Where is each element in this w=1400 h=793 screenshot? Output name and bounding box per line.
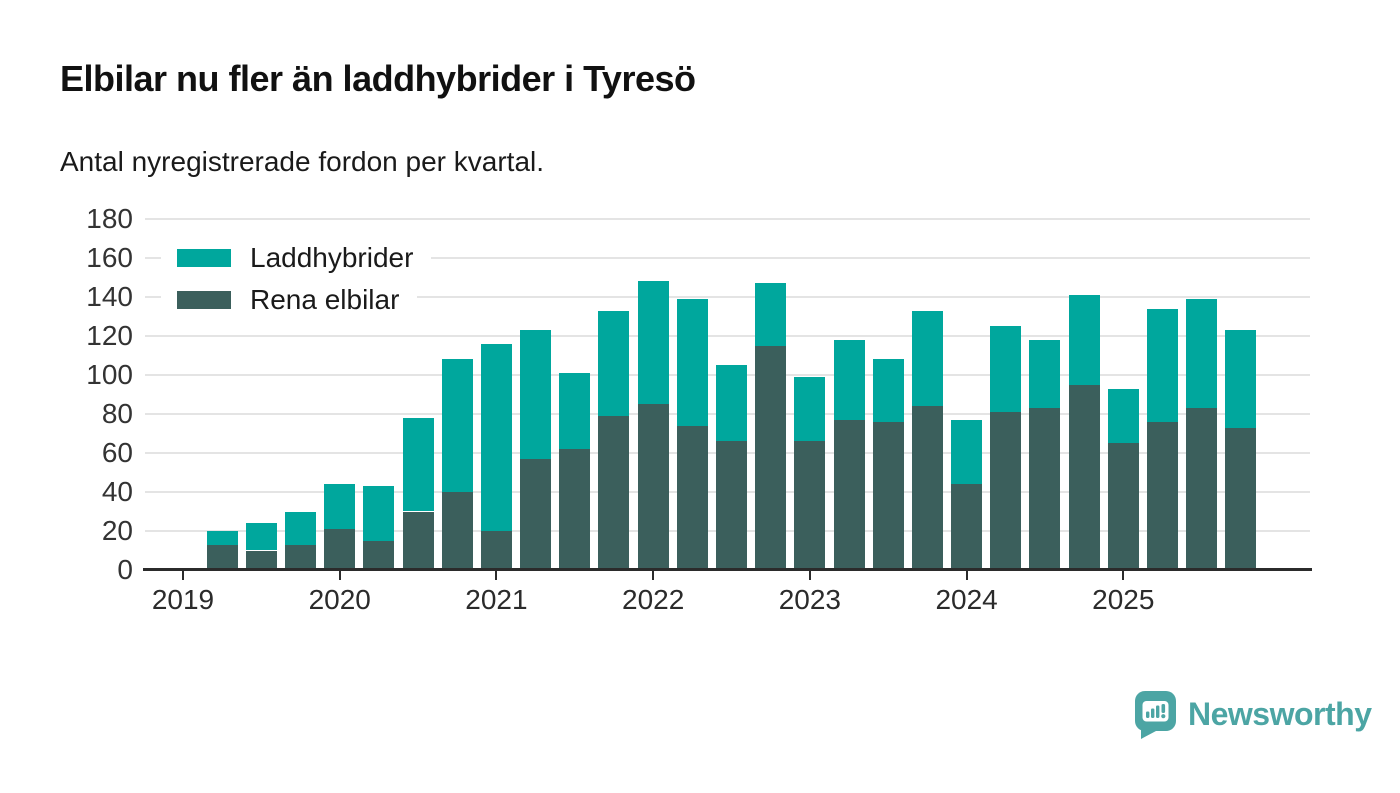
- x-axis-tick-2024: [965, 571, 968, 580]
- newsworthy-icon: [1135, 691, 1176, 739]
- bar-segment-rena-elbilar-2020-Q3: [402, 511, 434, 570]
- bar-segment-laddhybrider-2025-Q1: [1107, 388, 1139, 444]
- bar-segment-laddhybrider-2019-Q4: [285, 511, 317, 545]
- gridline-120: [145, 335, 1310, 337]
- bar-segment-rena-elbilar-2022-Q2: [676, 425, 708, 570]
- bar-segment-rena-elbilar-2024-Q4: [1068, 384, 1100, 570]
- y-axis-label: 160: [86, 242, 133, 273]
- x-axis-tick-2019: [182, 571, 184, 580]
- x-axis-line: [143, 568, 1312, 571]
- bar-segment-rena-elbilar-2023-Q2: [833, 419, 865, 570]
- bar-segment-rena-elbilar-2021-Q2: [520, 458, 552, 570]
- bar-segment-rena-elbilar-2023-Q1: [794, 441, 826, 570]
- chart-title: Elbilar nu fler än laddhybrider i Tyresö: [60, 58, 696, 99]
- y-axis-label: 100: [86, 359, 133, 390]
- bar-segment-laddhybrider-2023-Q4: [911, 310, 943, 407]
- bar-segment-laddhybrider-2024-Q1: [951, 419, 983, 485]
- bar-segment-laddhybrider-2022-Q4: [755, 283, 787, 346]
- bar-segment-rena-elbilar-2025-Q1: [1107, 443, 1139, 570]
- x-axis-tick-2023: [808, 571, 811, 580]
- plot-area: 2019 2020 2021 2022 2023 2024 2025 0 20 40 60 80 10…: [86, 205, 1312, 615]
- bar-segment-rena-elbilar-2022-Q3: [716, 441, 748, 570]
- y-axis-label: 60: [101, 437, 133, 468]
- x-axis-tick-2020: [338, 571, 341, 580]
- y-axis-label: 120: [86, 320, 133, 351]
- bar-segment-rena-elbilar-2024-Q1: [951, 484, 983, 570]
- x-axis-label-2023: 2023: [778, 584, 842, 615]
- x-axis-label-2021: 2021: [465, 584, 528, 615]
- bar-segment-rena-elbilar-2025-Q3: [1186, 408, 1218, 570]
- x-axis-tick-2025: [1122, 571, 1125, 580]
- bar-segment-rena-elbilar-2020-Q2: [363, 540, 395, 570]
- bar-segment-rena-elbilar-2021-Q4: [598, 415, 630, 570]
- bar-segment-rena-elbilar-2024-Q3: [1029, 408, 1061, 570]
- bar-segment-laddhybrider-2022-Q1: [637, 281, 669, 405]
- bar-segment-laddhybrider-2023-Q3: [872, 359, 904, 422]
- bar-segment-laddhybrider-2025-Q4: [1225, 330, 1257, 428]
- bar-segment-rena-elbilar-2019-Q4: [285, 544, 317, 570]
- bar-segment-laddhybrider-2021-Q4: [598, 310, 630, 416]
- bar-segment-laddhybrider-2019-Q3: [245, 523, 277, 551]
- bar-segment-laddhybrider-2019-Q2: [206, 531, 238, 545]
- x-axis-tick-2021: [495, 571, 498, 580]
- bar-segment-rena-elbilar-2023-Q3: [872, 421, 904, 570]
- bar-segment-rena-elbilar-2020-Q4: [441, 492, 473, 570]
- bar-segment-laddhybrider-2025-Q2: [1147, 308, 1178, 422]
- x-axis-label-2022: 2022: [622, 584, 685, 615]
- bar-segment-laddhybrider-2020-Q2: [363, 486, 395, 541]
- bar-segment-rena-elbilar-2025-Q4: [1225, 427, 1257, 570]
- x-axis-label-2024: 2024: [935, 584, 998, 615]
- chart-subtitle: Antal nyregistrerade fordon per kvartal.: [60, 146, 545, 177]
- bar-segment-rena-elbilar-2022-Q4: [755, 345, 787, 570]
- bar-segment-laddhybrider-2024-Q2: [990, 326, 1022, 413]
- legend-label: Rena elbilar: [250, 284, 400, 315]
- legend-item-rena-elbilar: Rena elbilar: [161, 282, 418, 318]
- bar-segment-laddhybrider-2023-Q1: [794, 376, 826, 442]
- bar-segment-laddhybrider-2022-Q3: [716, 365, 748, 442]
- bar-segment-rena-elbilar-2024-Q2: [990, 412, 1022, 570]
- legend: Laddhybrider Rena elbilar: [161, 240, 432, 324]
- legend-swatch-rena-elbilar: [177, 291, 231, 309]
- bar-segment-laddhybrider-2021-Q3: [559, 373, 591, 450]
- bar-segment-laddhybrider-2023-Q2: [833, 339, 865, 420]
- y-axis-label: 180: [86, 203, 133, 234]
- bar-segment-rena-elbilar-2025-Q2: [1147, 421, 1178, 570]
- bar-segment-rena-elbilar-2022-Q1: [637, 404, 669, 570]
- bar-segment-laddhybrider-2022-Q2: [676, 298, 708, 426]
- gridline-140: [145, 296, 1310, 298]
- x-axis-label-2025: 2025: [1092, 584, 1155, 615]
- bar-segment-laddhybrider-2021-Q2: [520, 330, 552, 459]
- bar-segment-rena-elbilar-2023-Q4: [911, 406, 943, 570]
- bar-segment-laddhybrider-2024-Q4: [1068, 295, 1100, 385]
- bar-segment-rena-elbilar-2019-Q3: [245, 550, 277, 570]
- gridline-160: [145, 257, 1310, 259]
- bar-segment-rena-elbilar-2020-Q1: [324, 529, 356, 570]
- brand-wordmark: Newsworthy: [1188, 695, 1372, 732]
- y-axis-label: 40: [101, 476, 133, 507]
- brand-logo: Newsworthy: [1132, 689, 1372, 739]
- x-axis-tick-2022: [652, 571, 655, 580]
- legend-swatch-laddhybrider: [177, 249, 231, 267]
- y-axis-label: 140: [86, 281, 133, 312]
- bar-segment-rena-elbilar-2019-Q2: [206, 544, 238, 570]
- bar-segment-rena-elbilar-2021-Q3: [559, 449, 591, 570]
- y-axis-label: 80: [101, 398, 133, 429]
- bar-segment-laddhybrider-2025-Q3: [1186, 298, 1218, 409]
- y-axis-label: 0: [117, 554, 133, 585]
- x-axis-label-2020: 2020: [308, 584, 371, 615]
- bar-segment-laddhybrider-2021-Q1: [480, 343, 512, 531]
- y-axis-label: 20: [101, 515, 133, 546]
- bar-segment-laddhybrider-2024-Q3: [1029, 339, 1061, 409]
- x-axis-label-2019: 2019: [151, 584, 215, 615]
- gridline-180: [145, 218, 1310, 220]
- bar-segment-rena-elbilar-2021-Q1: [480, 531, 512, 570]
- bar-segment-laddhybrider-2020-Q3: [402, 417, 434, 512]
- bar-segment-laddhybrider-2020-Q4: [441, 359, 473, 492]
- bar-segment-laddhybrider-2020-Q1: [324, 484, 356, 530]
- legend-label: Laddhybrider: [250, 242, 414, 273]
- legend-item-laddhybrider: Laddhybrider: [161, 240, 432, 276]
